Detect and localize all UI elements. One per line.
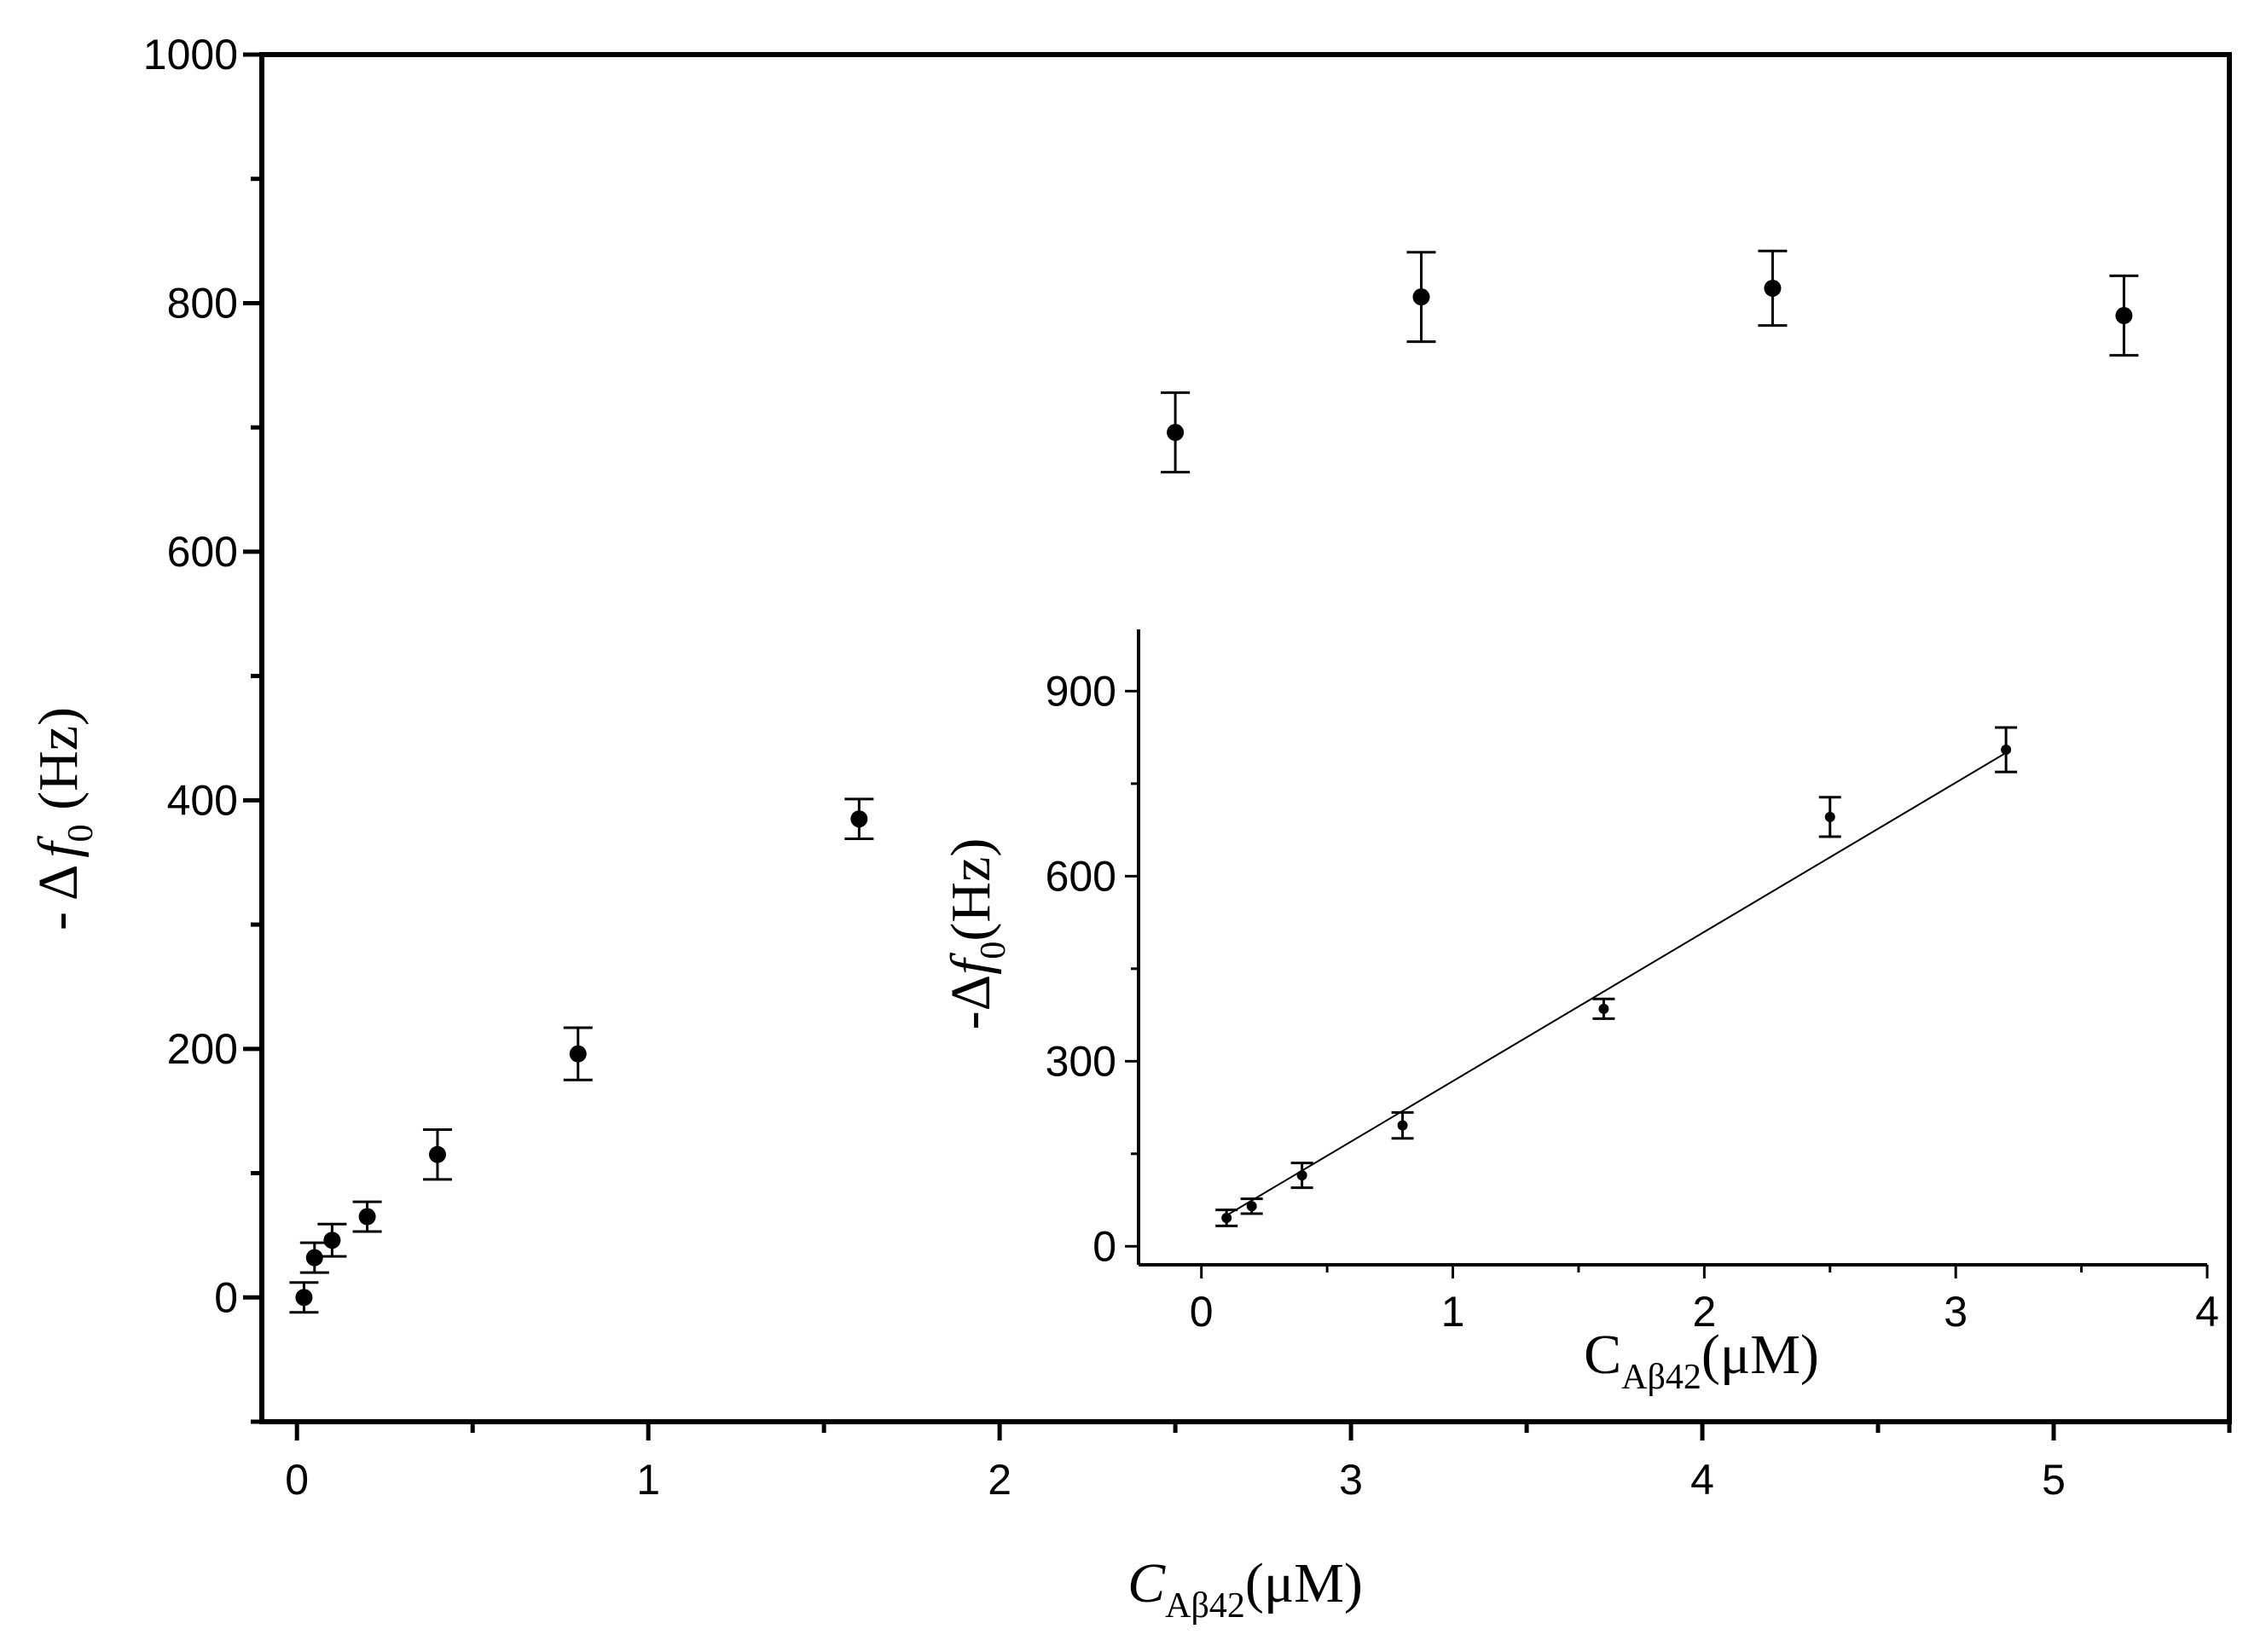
- inset-data-point: [1995, 726, 2018, 774]
- main-x-axis-title: CAβ42(μM): [1127, 1552, 1363, 1626]
- inset-marker: [1246, 1201, 1257, 1212]
- inset-x-tick-label: 2: [1692, 1288, 1716, 1336]
- main-data-point: [317, 1222, 347, 1258]
- inset-data-point: [1290, 1162, 1313, 1190]
- inset-marker: [1221, 1213, 1232, 1224]
- main-x-tick-label: 3: [1339, 1456, 1363, 1504]
- inset-y-tick-label: 0: [1093, 1222, 1116, 1270]
- main-marker: [1412, 288, 1430, 306]
- main-y-axis-title: - Δf0 (Hz): [27, 707, 101, 930]
- main-data-point: [563, 1026, 593, 1081]
- inset-marker: [1598, 1003, 1609, 1014]
- main-frame: [259, 52, 2232, 1424]
- inset-marker: [1397, 1120, 1408, 1131]
- inset-x-axis-title: CAβ42(μM): [1584, 1324, 1819, 1397]
- inset-fit-line: [1226, 751, 2007, 1216]
- main-y-tick-label: 200: [167, 1025, 238, 1073]
- main-y-tick-label: 600: [167, 528, 238, 576]
- inset-marker: [1296, 1170, 1307, 1181]
- inset-plot: 0 1 2 3 4 0 300 600 900: [1046, 629, 2219, 1336]
- main-marker: [569, 1045, 587, 1063]
- inset-data-point: [1240, 1197, 1263, 1215]
- main-x-tick-label: 0: [285, 1456, 309, 1504]
- main-marker: [428, 1145, 446, 1163]
- main-marker: [850, 810, 868, 828]
- inset-marker: [2001, 745, 2012, 756]
- main-y-tick-label: 1000: [143, 31, 238, 78]
- inset-y-tick-label: 900: [1046, 667, 1116, 715]
- inset-marker: [1824, 811, 1835, 822]
- main-x-tick-label: 4: [1690, 1456, 1714, 1504]
- main-x-tick-label: 1: [636, 1456, 660, 1504]
- inset-data-point: [1818, 796, 1841, 838]
- main-x-tick-label: 5: [2042, 1456, 2066, 1504]
- main-marker: [2115, 307, 2133, 325]
- main-data-point: [1758, 249, 1788, 328]
- main-data-point: [2109, 274, 2139, 357]
- main-y-tick-label: 0: [214, 1273, 238, 1321]
- main-data-point: [422, 1128, 452, 1181]
- main-marker: [1764, 279, 1782, 297]
- inset-x-tick-label: 1: [1441, 1288, 1465, 1336]
- inset-data-point: [1215, 1209, 1238, 1227]
- main-marker: [323, 1232, 341, 1249]
- main-y-tick-label: 800: [167, 279, 238, 327]
- main-data-point: [1161, 391, 1191, 474]
- main-data-point: [289, 1281, 319, 1314]
- inset-x-tick-label: 0: [1190, 1288, 1214, 1336]
- inset-y-tick-label: 600: [1046, 852, 1116, 900]
- main-marker: [305, 1249, 323, 1267]
- inset-y-axis-title: -Δf0(Hz): [940, 838, 1013, 1030]
- main-marker: [295, 1289, 313, 1307]
- main-data-point: [844, 797, 874, 841]
- main-data-point: [1406, 251, 1436, 344]
- main-data-point: [352, 1200, 382, 1233]
- main-x-tick-label: 2: [988, 1456, 1011, 1504]
- inset-x-tick-label: 3: [1944, 1288, 1968, 1336]
- main-marker: [358, 1208, 376, 1226]
- inset-data-point: [1592, 997, 1615, 1020]
- inset-data-point: [1391, 1110, 1414, 1140]
- main-marker: [1167, 424, 1185, 442]
- inset-y-tick-label: 300: [1046, 1037, 1116, 1085]
- main-y-tick-label: 400: [167, 776, 238, 824]
- inset-x-tick-label: 4: [2195, 1288, 2219, 1336]
